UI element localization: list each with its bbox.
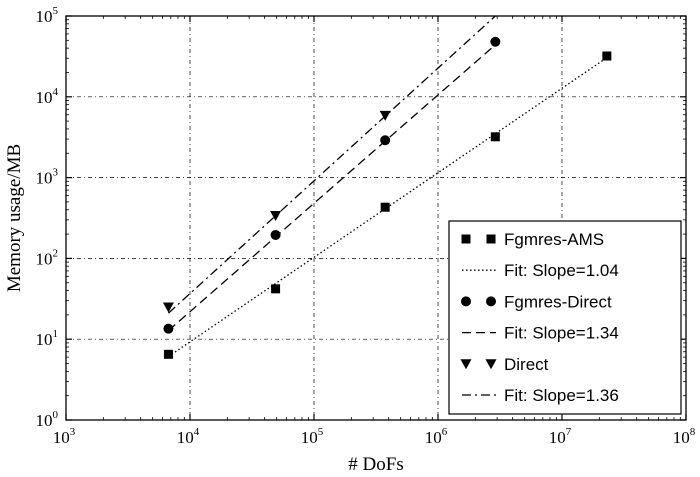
data-point-triangle-down [162,302,174,313]
data-point-circle [380,135,391,146]
y-tick-label: 102 [36,247,59,268]
axis-ticks: 103 104 105 106 107 108 100 101 102 103 104 105 [36,5,696,447]
data-point-square [380,202,390,212]
data-point-square [271,284,281,294]
x-axis-label: # DoFs [348,454,403,475]
legend-box [448,220,682,415]
legend-marker [461,234,471,244]
y-tick-label: 105 [36,5,59,26]
x-tick-label: 103 [53,426,76,447]
y-tick-label: 103 [36,167,59,188]
legend-marker [485,359,497,370]
data-point-circle [163,323,174,334]
data-point-circle [270,229,281,240]
y-tick-label: 100 [36,409,59,430]
fit-line [168,44,496,332]
plot-frame [65,15,687,421]
y-tick-label: 101 [36,328,59,349]
legend-label: Fgmres-AMS [504,230,604,249]
x-tick-label: 108 [673,426,696,447]
x-tick-label: 106 [425,426,448,447]
y-axis-label: Memory usage/MB [4,144,25,292]
x-tick-label: 104 [177,426,200,447]
legend: Fgmres-AMS Fit: Slope=1.04 Fgmres-Direct Fi… [448,220,682,415]
legend-marker [486,234,496,244]
legend-label: Fit: Slope=1.04 [504,261,619,280]
data-point-circle [490,36,501,47]
legend-label: Direct [504,355,549,374]
legend-label: Fit: Slope=1.34 [504,324,619,343]
data-point-triangle-down [270,210,282,221]
data-point-triangle-down [379,110,391,121]
data-point-square [163,349,173,359]
legend-marker [461,296,471,307]
x-tick-label: 105 [301,426,324,447]
grid [66,16,686,420]
legend-marker [486,296,496,307]
data-point-square [602,51,612,61]
legend-label: Fgmres-Direct [504,292,612,311]
fit-line [167,16,496,314]
legend-label: Fit: Slope=1.36 [504,386,619,405]
data-points [162,36,612,359]
data-point-square [490,132,500,142]
legend-marker [460,359,472,370]
x-tick-label: 107 [549,426,572,447]
y-tick-label: 104 [36,86,59,107]
